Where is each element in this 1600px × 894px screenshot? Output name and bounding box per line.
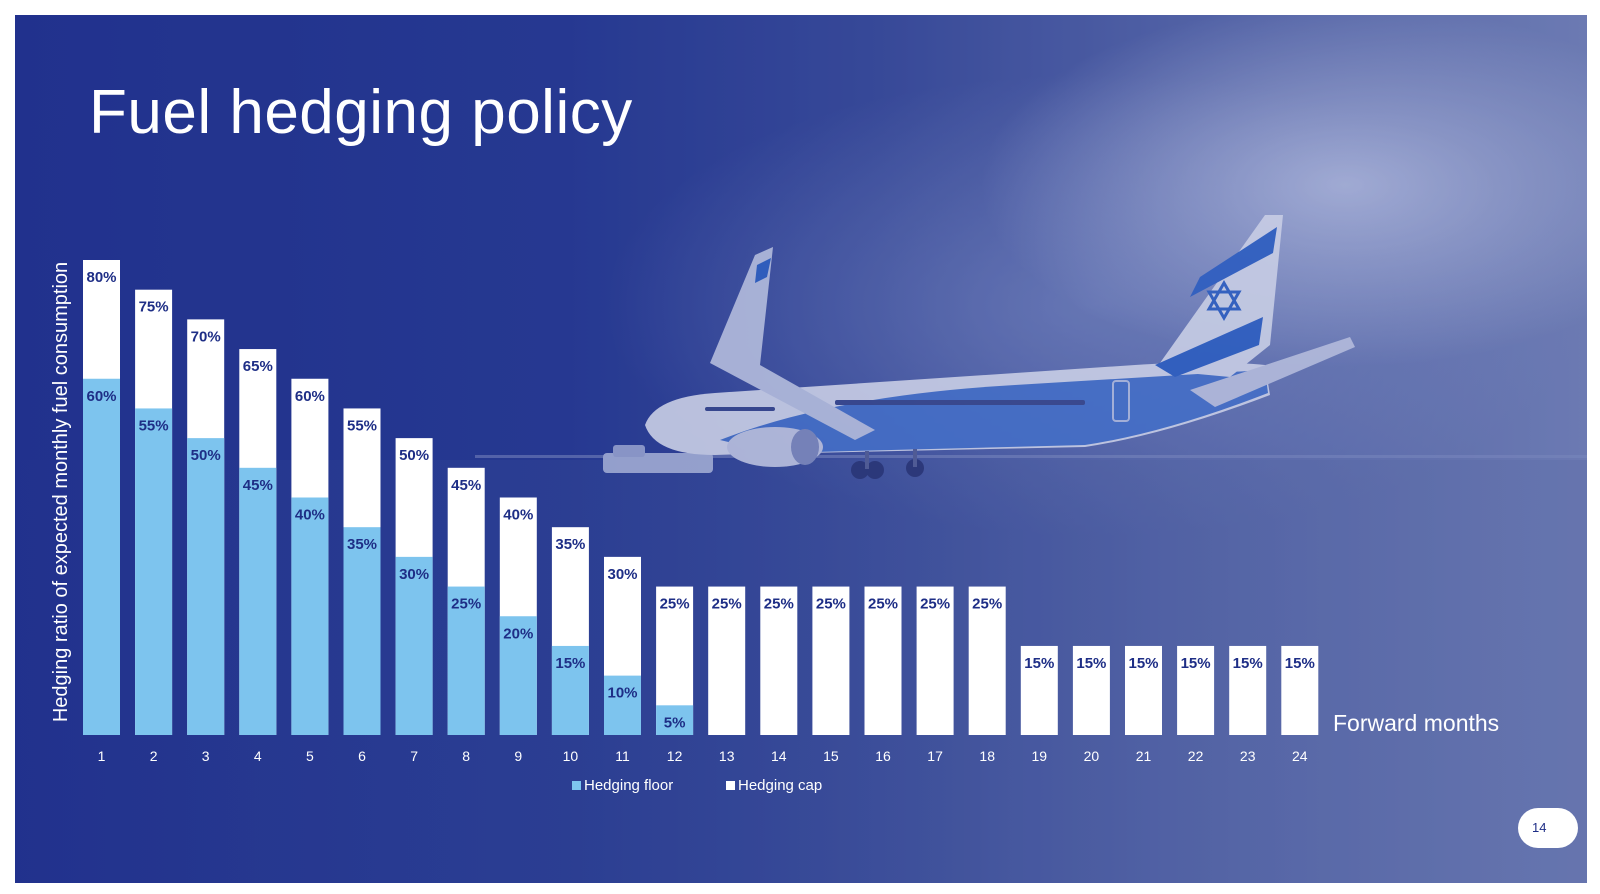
- legend: Hedging floor Hedging cap: [572, 777, 822, 794]
- floor-bar: [343, 527, 381, 735]
- floor-bar: [551, 645, 589, 735]
- floor-label: 55%: [139, 417, 169, 434]
- cap-label: 25%: [816, 596, 846, 613]
- x-tick-label: 24: [1292, 748, 1308, 764]
- cap-label: 15%: [1181, 655, 1211, 672]
- x-tick-label: 17: [927, 748, 943, 764]
- x-tick-label: 15: [823, 748, 839, 764]
- floor-bar: [395, 556, 433, 735]
- x-tick-label: 16: [875, 748, 891, 764]
- cap-label: 25%: [764, 596, 794, 613]
- cap-label: 75%: [139, 299, 169, 316]
- cap-label: 25%: [972, 596, 1002, 613]
- legend-swatch: [572, 781, 581, 790]
- cap-bar: [708, 586, 746, 735]
- slide-title: Fuel hedging policy: [89, 78, 633, 147]
- cap-label: 15%: [1233, 655, 1263, 672]
- hedging-bar-chart: Hedging ratio of expected monthly fuel c…: [50, 260, 1499, 794]
- cap-label: 25%: [920, 596, 950, 613]
- x-tick-label: 23: [1240, 748, 1256, 764]
- x-tick-label: 14: [771, 748, 787, 764]
- x-tick-label: 20: [1084, 748, 1100, 764]
- cap-label: 60%: [295, 388, 325, 405]
- floor-label: 40%: [295, 507, 325, 524]
- legend-label: Hedging floor: [584, 777, 673, 794]
- x-tick-label: 11: [615, 748, 630, 764]
- cap-bar: [812, 586, 850, 735]
- x-tick-label: 8: [462, 748, 470, 764]
- x-tick-label: 3: [202, 748, 210, 764]
- cap-label: 25%: [660, 596, 690, 613]
- page-number: 14: [1518, 808, 1578, 848]
- x-axis-title: Forward months: [1333, 710, 1499, 736]
- floor-label: 10%: [607, 685, 637, 702]
- cap-label: 40%: [503, 507, 533, 524]
- cap-label: 15%: [1285, 655, 1315, 672]
- cap-label: 50%: [399, 447, 429, 464]
- floor-bar: [239, 467, 277, 735]
- floor-label: 20%: [503, 625, 533, 642]
- x-tick-label: 22: [1188, 748, 1204, 764]
- cap-label: 25%: [868, 596, 898, 613]
- cap-label: 15%: [1128, 655, 1158, 672]
- cap-label: 70%: [191, 328, 221, 345]
- floor-label: 60%: [86, 388, 116, 405]
- x-tick-label: 2: [150, 748, 158, 764]
- x-tick-label: 18: [979, 748, 995, 764]
- cap-label: 30%: [607, 566, 637, 583]
- floor-label: 45%: [243, 477, 273, 494]
- cap-bar: [1229, 645, 1267, 735]
- floor-bar: [291, 497, 329, 735]
- floor-bar: [499, 616, 537, 735]
- x-tick-label: 7: [410, 748, 418, 764]
- floor-label: 15%: [555, 655, 585, 672]
- cap-bar: [1020, 645, 1058, 735]
- x-tick-label: 4: [254, 748, 262, 764]
- floor-bar: [135, 408, 173, 735]
- background-tarmac: [15, 460, 1587, 883]
- cap-bar: [760, 586, 798, 735]
- cap-label: 25%: [712, 596, 742, 613]
- floor-label: 30%: [399, 566, 429, 583]
- cap-bar: [968, 586, 1006, 735]
- cap-label: 45%: [451, 477, 481, 494]
- x-tick-label: 1: [98, 748, 106, 764]
- legend-swatch: [726, 781, 735, 790]
- cap-label: 15%: [1024, 655, 1054, 672]
- floor-bar: [83, 378, 120, 735]
- x-tick-label: 9: [514, 748, 522, 764]
- slide: Fuel hedging policy Hedging ratio of exp…: [15, 15, 1587, 883]
- floor-bar: [656, 705, 694, 735]
- x-tick-label: 21: [1136, 748, 1152, 764]
- floor-bar: [604, 675, 641, 735]
- floor-label: 50%: [191, 447, 221, 464]
- x-tick-label: 6: [358, 748, 366, 764]
- x-tick-label: 10: [563, 748, 579, 764]
- cap-bar: [1177, 645, 1215, 735]
- cap-label: 15%: [1076, 655, 1106, 672]
- bars-group: 80%60%175%55%270%50%365%45%460%40%555%35…: [83, 260, 1319, 764]
- floor-bar: [447, 586, 485, 735]
- cap-label: 80%: [86, 269, 116, 286]
- x-tick-label: 5: [306, 748, 314, 764]
- cap-bar: [1072, 645, 1110, 735]
- legend-label: Hedging cap: [738, 777, 822, 794]
- y-axis-title: Hedging ratio of expected monthly fuel c…: [50, 262, 72, 722]
- cap-bar: [1281, 645, 1319, 735]
- floor-label: 25%: [451, 596, 481, 613]
- floor-bar: [187, 438, 225, 735]
- cap-label: 65%: [243, 358, 273, 375]
- cap-bar: [864, 586, 902, 735]
- floor-label: 35%: [347, 536, 377, 553]
- x-tick-label: 13: [719, 748, 735, 764]
- floor-label: 5%: [664, 714, 686, 731]
- x-tick-label: 12: [667, 748, 683, 764]
- cap-label: 55%: [347, 417, 377, 434]
- cap-bar: [1125, 645, 1162, 735]
- x-tick-label: 19: [1032, 748, 1048, 764]
- cap-label: 35%: [555, 536, 585, 553]
- cap-bar: [916, 586, 954, 735]
